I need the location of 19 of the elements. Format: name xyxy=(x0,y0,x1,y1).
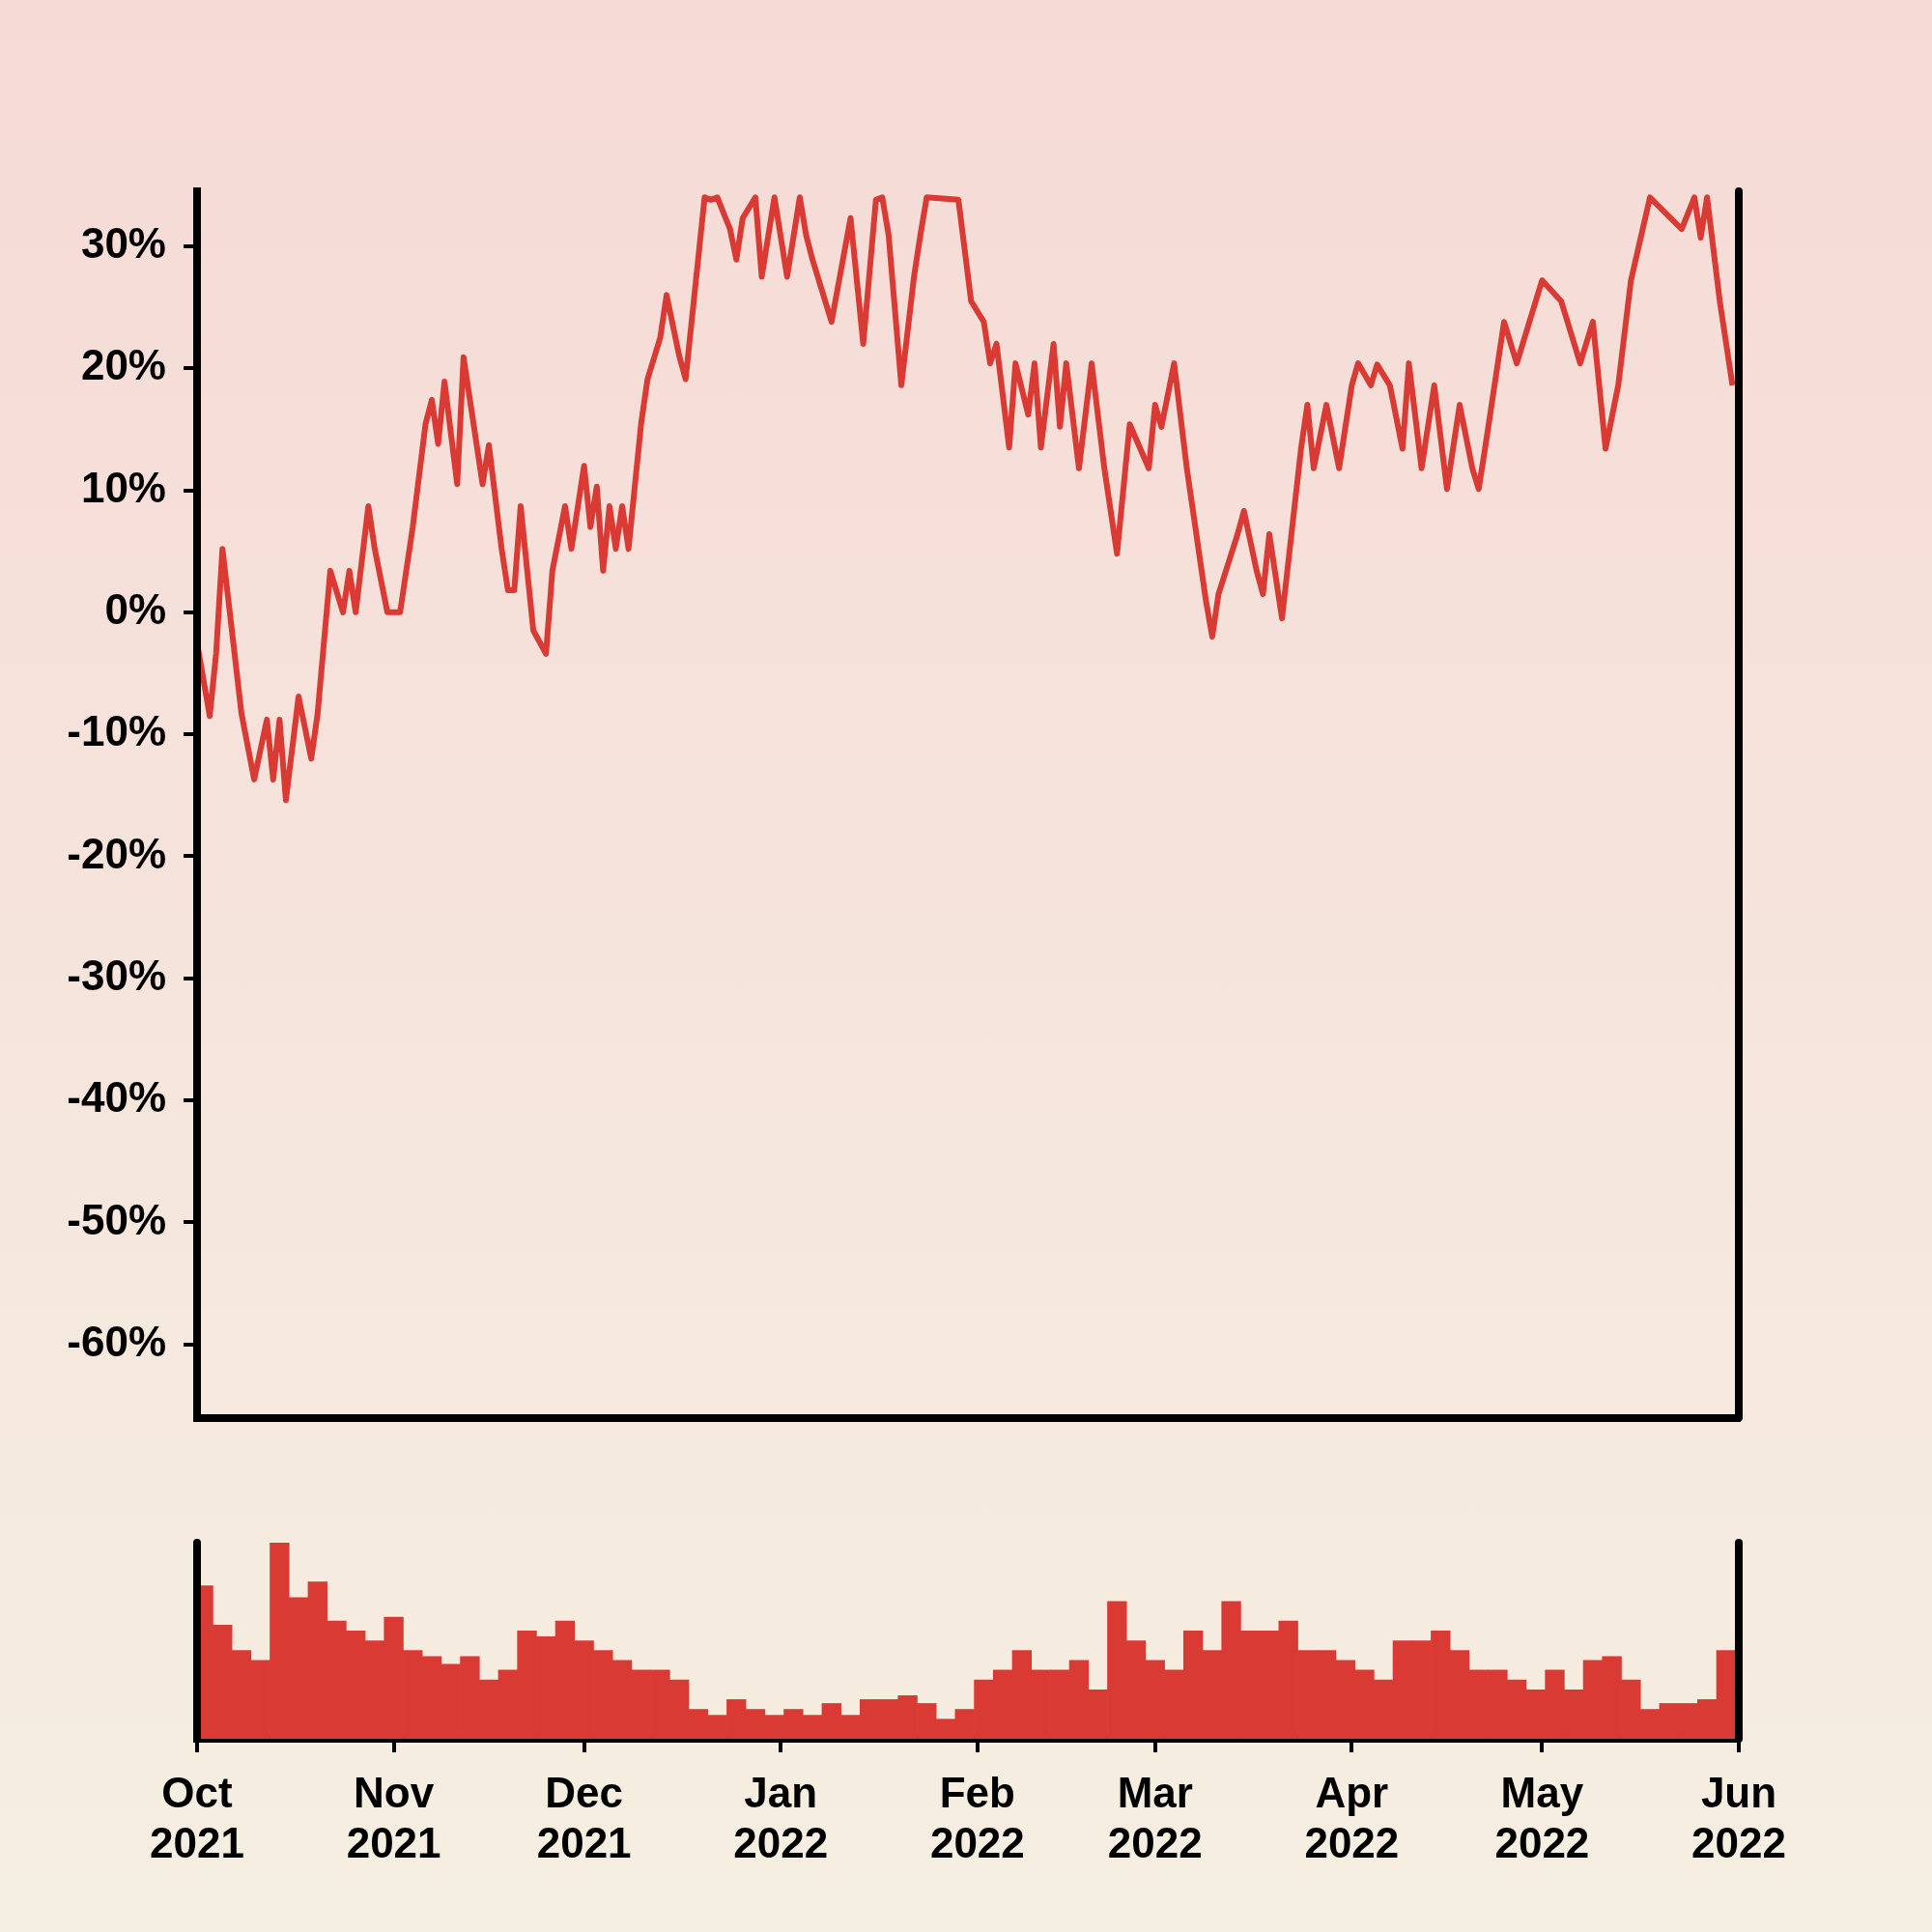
y-tick-label: 30% xyxy=(80,218,166,267)
y-tick-label: -40% xyxy=(67,1073,166,1122)
x-tick-label: Feb 2022 xyxy=(929,1768,1025,1867)
y-tick-label: -20% xyxy=(67,829,166,877)
y-tick-label: -10% xyxy=(67,707,166,755)
x-tick-label: Mar 2022 xyxy=(1107,1768,1203,1867)
x-tick-label: May 2022 xyxy=(1494,1768,1590,1867)
y-tick-label: 20% xyxy=(80,341,166,389)
y-tick-label: -50% xyxy=(67,1195,166,1243)
x-tick-label: Nov 2021 xyxy=(346,1768,441,1867)
x-tick-label: Oct 2021 xyxy=(150,1768,244,1867)
x-tick-label: Jun 2022 xyxy=(1691,1768,1786,1867)
y-tick-label: 0% xyxy=(104,584,166,633)
x-tick-label: Dec 2021 xyxy=(536,1768,632,1867)
x-tick-label: Jan 2022 xyxy=(733,1768,829,1867)
x-tick-label: Apr 2022 xyxy=(1304,1768,1400,1867)
y-tick-label: 10% xyxy=(80,463,166,511)
y-tick-label: -30% xyxy=(67,951,166,999)
y-tick-label: -60% xyxy=(67,1317,166,1365)
